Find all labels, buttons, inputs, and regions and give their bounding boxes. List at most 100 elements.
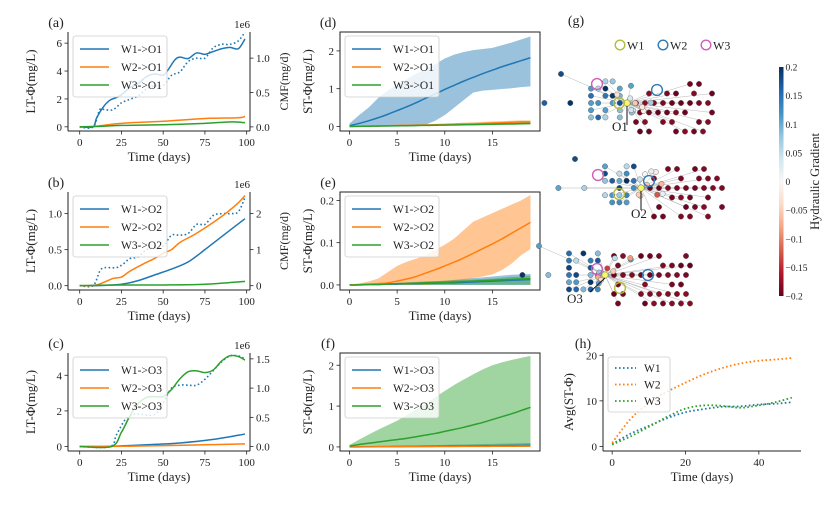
node — [665, 291, 671, 297]
node — [654, 191, 661, 198]
edge — [626, 102, 646, 123]
node — [610, 268, 617, 275]
node — [648, 168, 655, 175]
edge — [633, 166, 642, 189]
cmf-dotted-line — [79, 32, 246, 129]
node — [669, 281, 675, 288]
colorbar-tick-label: 0.05 — [786, 149, 803, 159]
node — [701, 204, 707, 210]
edge — [626, 93, 650, 104]
node — [580, 286, 587, 293]
node — [678, 281, 684, 288]
x-tick-label: 5 — [394, 296, 400, 308]
y2-offset-label: 1e6 — [234, 340, 250, 352]
node — [630, 177, 637, 184]
node — [665, 272, 671, 278]
legend-ring-w3 — [700, 39, 712, 51]
axes-frame — [339, 31, 541, 132]
x-tick-label: 15 — [487, 457, 499, 469]
node — [609, 199, 616, 206]
legend-label: W2->O1 — [393, 62, 434, 74]
series-line-w2o3 — [349, 445, 531, 448]
edge — [619, 180, 642, 189]
series-line-w2o2 — [349, 221, 531, 286]
series-line-w3o2 — [79, 280, 246, 287]
node — [616, 114, 623, 121]
cmf-dotted-line — [79, 354, 246, 449]
colorbar-tick-label: 0.2 — [786, 64, 798, 74]
node — [566, 272, 572, 278]
node — [647, 99, 654, 106]
node — [678, 300, 684, 307]
x-tick-label: 75 — [199, 296, 211, 308]
outlet-label: O2 — [631, 206, 647, 221]
y2-tick-label: 0.5 — [256, 412, 270, 424]
confidence-band-w1o1 — [349, 36, 531, 127]
legend-label: W1 — [644, 363, 661, 375]
node — [696, 81, 702, 87]
node — [651, 213, 657, 220]
axes-frame — [339, 352, 541, 452]
y-tick-label: 1.0 — [48, 209, 62, 221]
node — [555, 185, 562, 191]
node — [587, 257, 594, 264]
x-tick-label: 10 — [439, 457, 451, 469]
node — [587, 272, 594, 278]
node — [566, 257, 572, 264]
legend-label: W3->O1 — [121, 80, 162, 92]
legend-label: W2->O2 — [121, 222, 162, 234]
node — [595, 100, 602, 106]
node — [614, 91, 620, 98]
legend-label: W1->O2 — [393, 204, 434, 216]
panel-label: (g) — [568, 14, 585, 29]
node — [683, 253, 689, 259]
colorbar-tick-label: −0.2 — [786, 293, 803, 303]
legend-label: W2 — [670, 39, 687, 53]
node — [567, 100, 574, 106]
node — [719, 185, 725, 191]
node — [588, 100, 594, 106]
x-tick-label: 25 — [116, 137, 128, 149]
y2-tick-label: 1.0 — [256, 53, 270, 65]
node — [692, 166, 698, 172]
edge — [604, 274, 619, 304]
edge — [604, 274, 642, 295]
node — [701, 185, 707, 191]
well-ring-w3 — [590, 262, 604, 276]
node — [710, 185, 716, 191]
node — [604, 265, 611, 272]
x-tick-label: 0 — [77, 137, 83, 149]
node — [660, 213, 666, 220]
node — [642, 119, 648, 125]
outlet-node — [601, 271, 609, 279]
legend-label: W3->O3 — [393, 401, 434, 413]
node — [678, 194, 684, 201]
y-tick-label: 0.5 — [48, 245, 62, 257]
confidence-band-w3o2 — [349, 275, 531, 285]
edge — [640, 168, 705, 189]
node — [638, 291, 644, 297]
x-tick-label: 50 — [158, 296, 170, 308]
node — [611, 255, 618, 262]
node — [678, 213, 684, 220]
panel-label: (e) — [320, 176, 336, 191]
node — [580, 250, 587, 257]
node — [536, 243, 542, 249]
node — [705, 194, 711, 201]
node — [620, 272, 626, 278]
series-line-w2o3 — [79, 443, 246, 448]
panel-e: 0 5 10 15 0.0 0.1 0.2 Time (days) ST-Φ(mg/L) (e) W… — [300, 176, 541, 323]
x-tick-label: 75 — [199, 457, 211, 469]
legend: W1->O2 W2->O2 W3->O2 — [344, 195, 440, 258]
node — [595, 114, 602, 121]
node — [594, 257, 601, 264]
colorbar-tick-label: −0.1 — [786, 235, 803, 245]
node — [705, 175, 711, 182]
edge — [640, 187, 709, 217]
node — [602, 192, 608, 199]
y-axis-label: ST-Φ(mg/L) — [300, 370, 315, 435]
node — [669, 194, 675, 201]
colorbar-tick-label: −0.15 — [786, 264, 808, 274]
